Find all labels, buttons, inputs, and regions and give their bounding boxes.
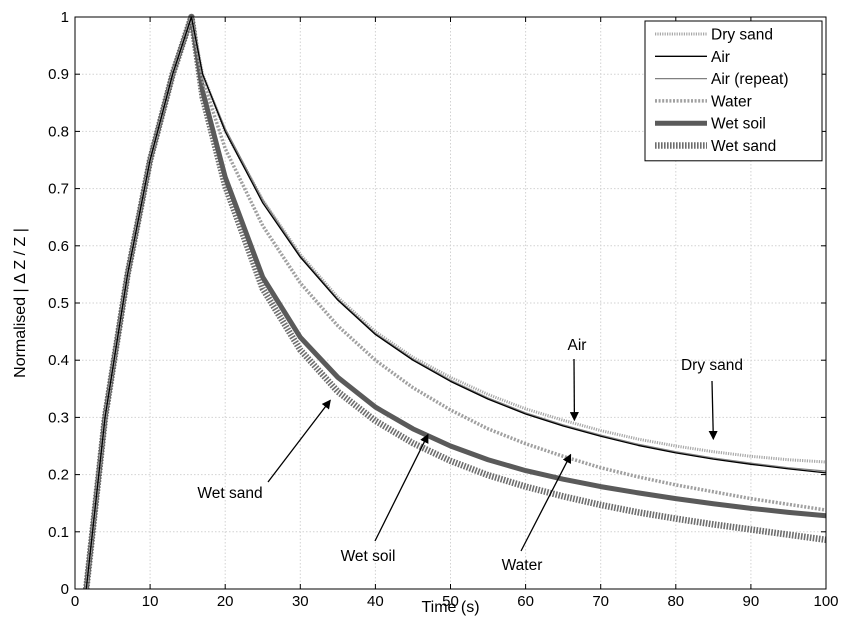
tick-group: 0 10 20 30 40 50 60 70 80 90 100 0 0.1 0.2 0.3 0.4 0.5 0.… <box>48 9 838 610</box>
series-group <box>83 13 827 590</box>
y-tick-label: 0.3 <box>48 409 69 426</box>
legend-label-wet-sand: Wet sand <box>711 138 776 155</box>
y-tick-label: 1 <box>61 9 69 26</box>
x-tick-label: 50 <box>442 593 459 610</box>
legend-label-air-repeat: Air (repeat) <box>711 71 789 88</box>
x-tick-label: 30 <box>292 593 309 610</box>
series-line-dry-sand <box>84 15 827 590</box>
legend-label-wet-soil: Wet soil <box>711 116 766 133</box>
annotations: Air Dry sand Wet sand Wet soil Water <box>197 337 743 574</box>
y-tick-label: 0.6 <box>48 238 69 255</box>
y-tick-label: 0.8 <box>48 123 69 140</box>
legend-label-water: Water <box>711 93 752 110</box>
y-axis-label: Normalised | Δ Z / Z | <box>12 228 29 378</box>
x-tick-label: 20 <box>217 593 234 610</box>
series-line-air <box>85 16 827 590</box>
x-tick-label: 90 <box>743 593 760 610</box>
y-tick-label: 0.7 <box>48 181 69 198</box>
annotation-label-wet-soil: Wet soil <box>341 548 396 565</box>
y-tick-label: 0.9 <box>48 66 69 83</box>
x-tick-label: 40 <box>367 593 384 610</box>
x-tick-label: 60 <box>517 593 534 610</box>
y-tick-label: 0.1 <box>48 524 69 541</box>
x-tick-label: 70 <box>592 593 609 610</box>
y-tick-label: 0.5 <box>48 295 69 312</box>
annotation-label-dry-sand: Dry sand <box>681 357 743 374</box>
annotation-arrow-wet-sand <box>267 399 331 483</box>
x-tick-label: 100 <box>813 593 838 610</box>
legend-box <box>644 20 823 162</box>
annotation-label-air: Air <box>568 337 587 354</box>
x-tick-label: 0 <box>71 593 79 610</box>
legend-label-air: Air <box>711 49 730 66</box>
y-tick-label: 0.2 <box>48 467 69 484</box>
x-tick-label: 10 <box>142 593 159 610</box>
y-tick-label: 0.4 <box>48 352 69 369</box>
legend: Dry sand Air Air (repeat) Water Wet soil Wet … <box>644 20 823 162</box>
annotation-arrow-wet-soil <box>374 433 429 542</box>
x-axis-label: Time (s) <box>421 599 479 616</box>
legend-label-dry-sand: Dry sand <box>711 27 773 44</box>
y-tick-label: 0 <box>61 581 69 598</box>
annotation-label-water: Water <box>502 557 543 574</box>
annotation-arrow-dry-sand <box>708 380 718 441</box>
annotation-arrow-water <box>520 453 572 552</box>
x-tick-label: 80 <box>667 593 684 610</box>
annotation-label-wet-sand: Wet sand <box>197 485 262 502</box>
